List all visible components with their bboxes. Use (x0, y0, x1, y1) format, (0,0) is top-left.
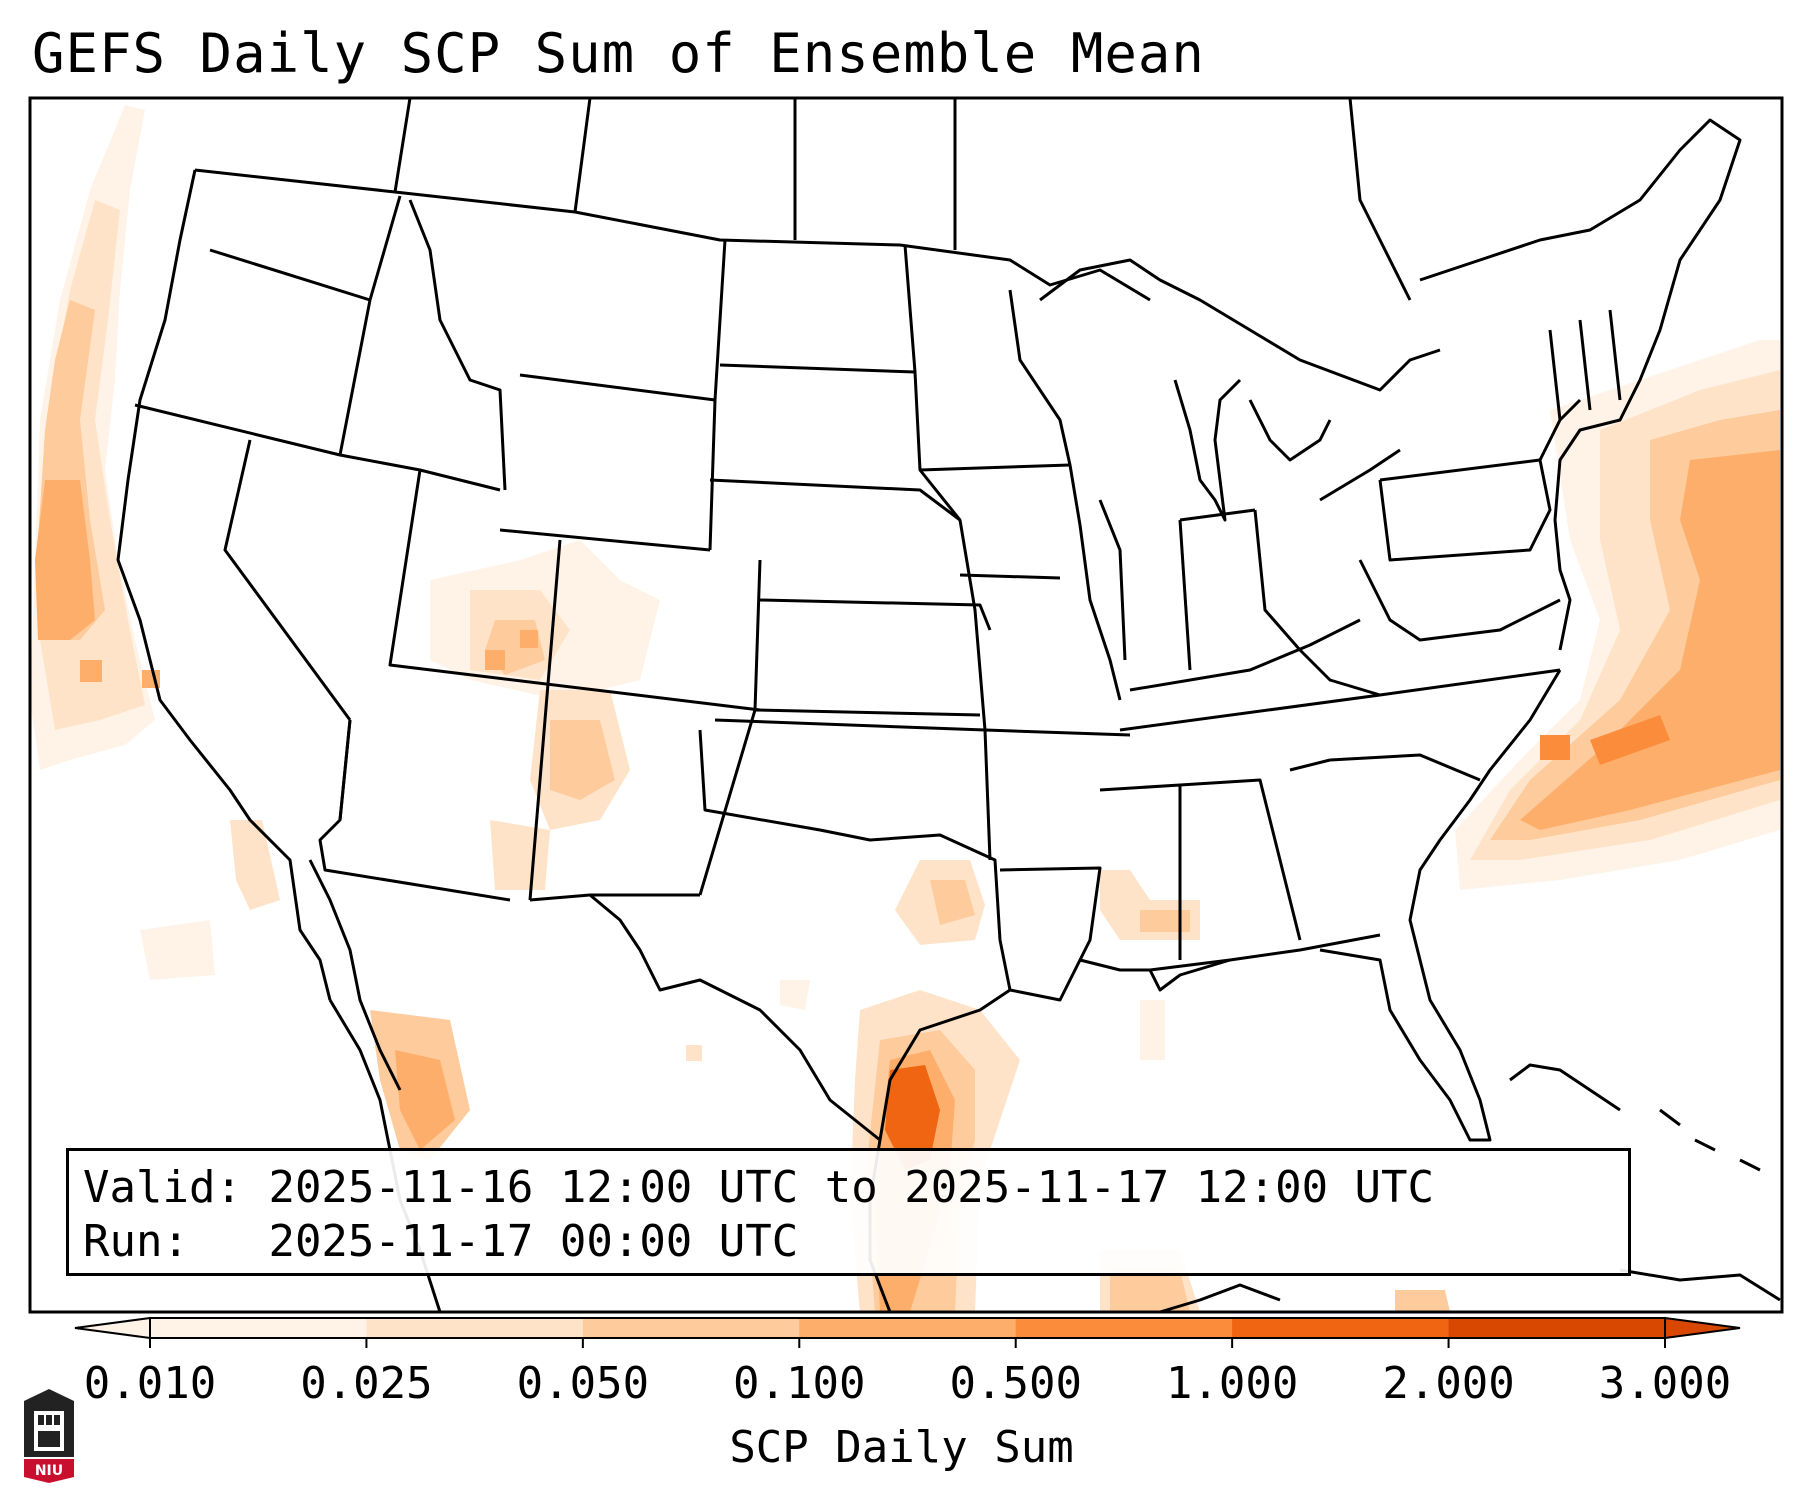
colorbar-tick-label: 3.000 (1598, 1358, 1732, 1409)
colorbar-tick-label: 1.000 (1165, 1358, 1299, 1409)
colorbar-segment (1015, 1318, 1233, 1338)
colorbar-segment (582, 1318, 800, 1338)
colorbar-outline (149, 1317, 1666, 1339)
shade-east-texas (686, 860, 985, 1061)
colorbar-label: SCP Daily Sum (729, 1422, 1074, 1473)
colorbar-segment (1232, 1318, 1450, 1338)
run-label: Run: (83, 1216, 189, 1267)
map-title: GEFS Daily SCP Sum of Ensemble Mean (32, 22, 1205, 85)
colorbar-segment (1448, 1318, 1666, 1338)
shade-west-mexico (140, 820, 470, 1160)
colorbar-extend-low (74, 1316, 151, 1340)
colorbar-tick-label: 0.100 (733, 1358, 866, 1409)
map-frame (28, 96, 1784, 1314)
niu-logo: NIU (24, 1389, 74, 1483)
validity-info-box: Valid: 2025-11-16 12:00 UTC to 2025-11-1… (66, 1148, 1631, 1276)
shade-utah-colorado (430, 540, 660, 700)
shade-pacific-coast (30, 105, 160, 770)
shade-mississippi-alabama (1100, 870, 1200, 1060)
logo-text: NIU (35, 1463, 63, 1479)
colorbar-tick-label: 0.050 (516, 1358, 650, 1409)
colorbar-tick-label: 2.000 (1382, 1358, 1515, 1409)
scp-shading-layer (30, 105, 1780, 1312)
run-time: 2025-11-17 00:00 UTC (268, 1216, 799, 1267)
colorbar-segment (150, 1318, 367, 1338)
colorbar-extend-high (1664, 1316, 1741, 1340)
valid-label: Valid: (83, 1162, 242, 1213)
shade-atlantic (1455, 340, 1780, 890)
valid-time-range: 2025-11-16 12:00 UTC to 2025-11-17 12:00… (268, 1162, 1435, 1213)
colorbar-segment (799, 1318, 1017, 1338)
colorbar-tick-label: 0.025 (300, 1358, 433, 1409)
shade-new-mexico (490, 690, 630, 890)
colorbar-segment (366, 1318, 584, 1338)
colorbar-tick-label: 0.010 (83, 1358, 217, 1409)
colorbar-tick-label: 0.500 (949, 1358, 1082, 1409)
colorbar (74, 1316, 1741, 1348)
